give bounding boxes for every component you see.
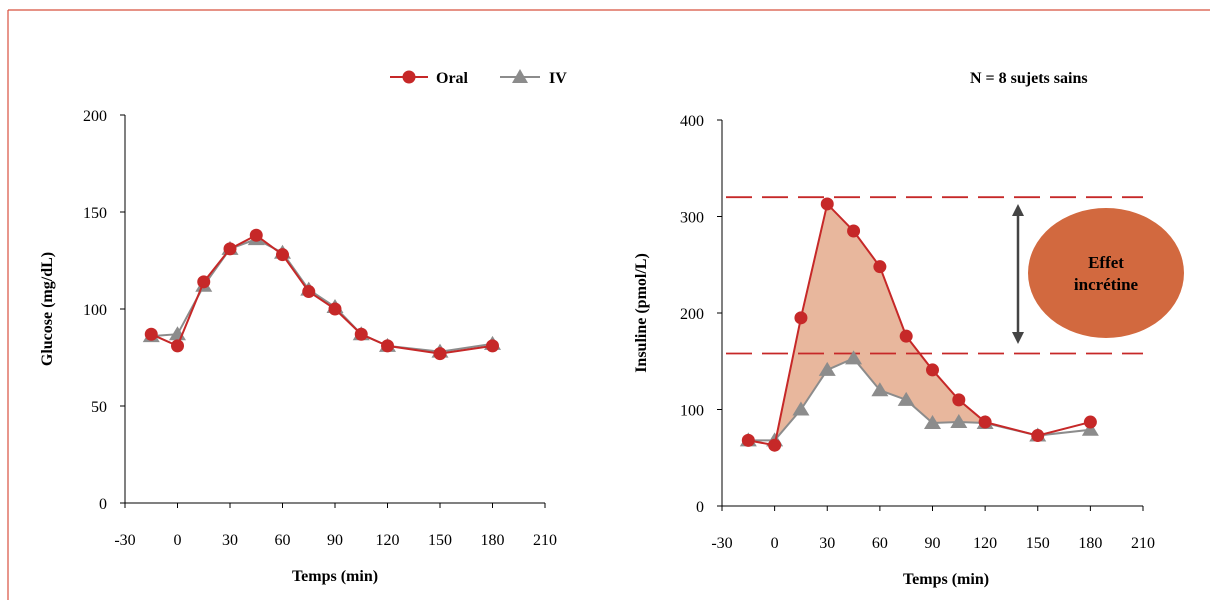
arrow-head-up xyxy=(1012,204,1024,216)
glucose-oral-line xyxy=(150,234,493,355)
insulin-x-tick-label: 0 xyxy=(771,535,779,552)
glucose-y-tick-label: 150 xyxy=(83,205,107,222)
glucose-oral-point xyxy=(223,242,237,256)
insulin-x-tick-label: 180 xyxy=(1078,535,1102,552)
insulin-iv-point xyxy=(950,414,968,429)
insulin-oral-line xyxy=(748,201,1091,447)
insulin-oral-point xyxy=(820,197,834,211)
insulin-x-tick-label: 60 xyxy=(872,535,888,552)
glucose-y-tick-label: 200 xyxy=(83,108,107,125)
insulin-oral-point xyxy=(1083,415,1097,429)
insulin-iv-point xyxy=(818,361,836,376)
insulin-oral-point xyxy=(794,311,808,325)
insulin-y-tick-label: 100 xyxy=(680,403,704,420)
glucose-oral-point xyxy=(381,339,394,353)
glucose-x-tick-label: 90 xyxy=(327,532,343,549)
insulin-x-tick-label: 120 xyxy=(973,535,997,552)
glucose-y-axis-label: Glucose (mg/dL) xyxy=(39,252,56,366)
insulin-y-tick-label: 200 xyxy=(680,306,704,323)
glucose-x-tick-label: 150 xyxy=(428,532,452,549)
incretin-double-arrow xyxy=(1012,204,1024,344)
insulin-oral-point xyxy=(899,329,913,343)
insulin-x-tick-label: -30 xyxy=(711,535,732,552)
insulin-x-tick-label: 150 xyxy=(1026,535,1050,552)
glucose-oral-point xyxy=(171,339,184,353)
glucose-oral-point xyxy=(486,339,499,353)
insulin-oral-point xyxy=(926,363,939,377)
insulin-oral-point xyxy=(847,224,861,238)
glucose-x-tick-label: 30 xyxy=(222,532,238,549)
insulin-oral-point xyxy=(768,438,782,452)
insulin-oral-point xyxy=(741,433,755,447)
glucose-oral-point xyxy=(302,285,316,299)
legend-oral-marker xyxy=(402,70,416,84)
insulin-iv-point xyxy=(792,401,810,416)
insulin-oral-point xyxy=(952,393,966,407)
legend-oral: Oral xyxy=(390,70,469,87)
insulin-y-tick-label: 0 xyxy=(696,499,704,516)
glucose-x-tick-label: 60 xyxy=(275,532,291,549)
glucose-x-tick-label: 180 xyxy=(481,532,505,549)
legend: Oral IV xyxy=(390,69,567,87)
insulin-iv-point xyxy=(1081,421,1099,436)
glucose-x-tick-label: 0 xyxy=(174,532,182,549)
glucose-x-tick-label: 120 xyxy=(376,532,400,549)
insulin-chart: 0 100 200 300 400 -30 0 30 60 90 120 150 180 210 Ins… xyxy=(633,113,1184,588)
glucose-y-tick-label: 0 xyxy=(99,496,107,513)
glucose-y-tick-label: 100 xyxy=(83,302,107,319)
glucose-x-axis-label: Temps (min) xyxy=(292,568,378,585)
insulin-oral-point xyxy=(1031,429,1045,443)
insulin-y-axis-label: Insuline (pmol/L) xyxy=(633,253,650,373)
glucose-oral-point xyxy=(433,347,447,361)
insulin-incretin-area xyxy=(774,203,986,446)
legend-iv-label: IV xyxy=(549,70,567,87)
legend-oral-label: Oral xyxy=(436,70,469,87)
incretin-ellipse xyxy=(1028,208,1184,338)
glucose-y-tick-label: 50 xyxy=(91,399,107,416)
arrow-head-down xyxy=(1012,332,1024,344)
incretin-effect-callout: Effet incrétine xyxy=(1028,208,1184,338)
insulin-oral-point xyxy=(978,415,992,429)
insulin-x-tick-label: 30 xyxy=(819,535,835,552)
glucose-oral-point xyxy=(328,302,342,316)
sample-size-note: N = 8 sujets sains xyxy=(970,70,1088,87)
legend-iv-marker xyxy=(512,69,528,83)
insulin-y-tick-label: 300 xyxy=(680,210,704,227)
insulin-x-tick-label: 90 xyxy=(925,535,941,552)
legend-iv: IV xyxy=(500,69,567,87)
glucose-oral-point xyxy=(144,327,158,341)
insulin-iv-point xyxy=(845,350,863,365)
insulin-iv-point xyxy=(924,415,941,430)
glucose-oral-point xyxy=(354,327,368,341)
glucose-oral-point xyxy=(276,248,289,262)
incretin-label-line1: Effet xyxy=(1088,253,1124,272)
glucose-iv-line xyxy=(151,238,493,353)
glucose-oral-point xyxy=(249,228,263,242)
insulin-iv-point xyxy=(897,391,915,406)
insulin-oral-point xyxy=(873,260,887,274)
glucose-x-tick-label: 210 xyxy=(533,532,557,549)
insulin-x-axis-label: Temps (min) xyxy=(903,571,989,588)
insulin-y-tick-label: 400 xyxy=(680,113,704,130)
insulin-x-tick-label: 210 xyxy=(1131,535,1155,552)
incretin-label-line2: incrétine xyxy=(1074,275,1139,294)
glucose-x-tick-label: -30 xyxy=(114,532,135,549)
glucose-oral-point xyxy=(197,275,211,289)
insulin-iv-point xyxy=(871,382,889,397)
glucose-chart: 0 50 100 150 200 -30 0 30 60 90 120 150 180 210 Gluc… xyxy=(39,108,557,585)
